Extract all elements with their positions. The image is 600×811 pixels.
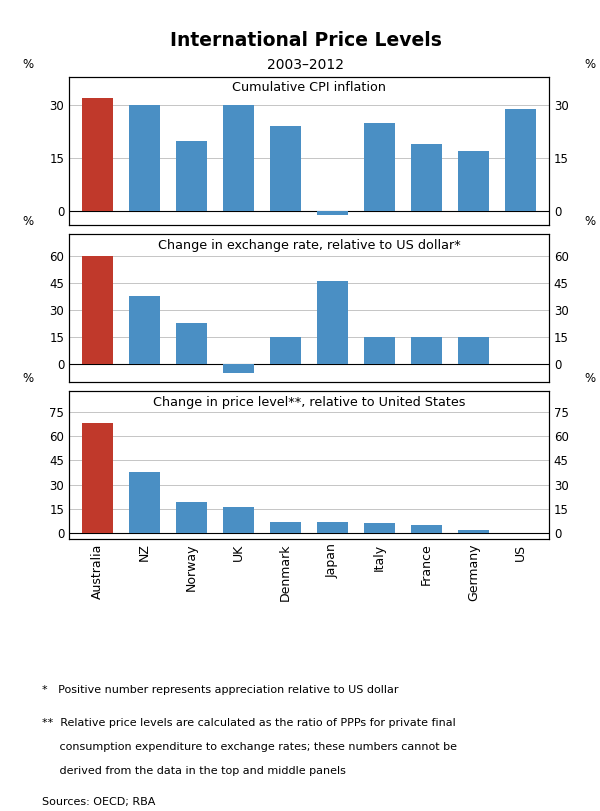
Text: %: %	[23, 215, 34, 228]
Bar	[317, 211, 348, 215]
Bar	[270, 337, 301, 364]
Text: %: %	[584, 58, 595, 71]
Bar	[129, 295, 160, 364]
Text: Sources: OECD; RBA: Sources: OECD; RBA	[42, 797, 155, 807]
Text: Change in price level**, relative to United States: Change in price level**, relative to Uni…	[153, 396, 465, 409]
Bar	[412, 525, 442, 533]
Text: %: %	[584, 215, 595, 228]
Bar	[176, 140, 206, 211]
Text: Change in exchange rate, relative to US dollar*: Change in exchange rate, relative to US …	[158, 238, 460, 251]
Bar	[458, 530, 489, 533]
Bar	[412, 144, 442, 211]
Text: **  Relative price levels are calculated as the ratio of PPPs for private final: ** Relative price levels are calculated …	[42, 718, 456, 727]
Bar	[223, 105, 254, 211]
Text: %: %	[584, 372, 595, 385]
Text: consumption expenditure to exchange rates; these numbers cannot be: consumption expenditure to exchange rate…	[42, 742, 457, 752]
Bar	[82, 255, 113, 364]
Text: Cumulative CPI inflation: Cumulative CPI inflation	[232, 81, 386, 95]
Bar	[458, 151, 489, 211]
Bar	[412, 337, 442, 364]
Bar	[317, 281, 348, 364]
Bar	[458, 337, 489, 364]
Text: International Price Levels: International Price Levels	[170, 31, 442, 49]
Text: %: %	[23, 58, 34, 71]
Bar	[176, 323, 206, 364]
Text: 2003–2012: 2003–2012	[268, 58, 344, 72]
Bar	[223, 507, 254, 533]
Bar	[364, 337, 395, 364]
Text: *   Positive number represents appreciation relative to US dollar: * Positive number represents appreciatio…	[42, 685, 398, 695]
Bar	[317, 521, 348, 533]
Bar	[270, 521, 301, 533]
Bar	[82, 98, 113, 211]
Bar	[129, 105, 160, 211]
Bar	[82, 423, 113, 533]
Bar	[129, 472, 160, 533]
Bar	[270, 127, 301, 211]
Bar	[364, 123, 395, 211]
Text: derived from the data in the top and middle panels: derived from the data in the top and mid…	[42, 766, 346, 776]
Text: %: %	[23, 372, 34, 385]
Bar	[223, 364, 254, 373]
Bar	[505, 109, 536, 211]
Bar	[364, 523, 395, 533]
Bar	[176, 502, 206, 533]
